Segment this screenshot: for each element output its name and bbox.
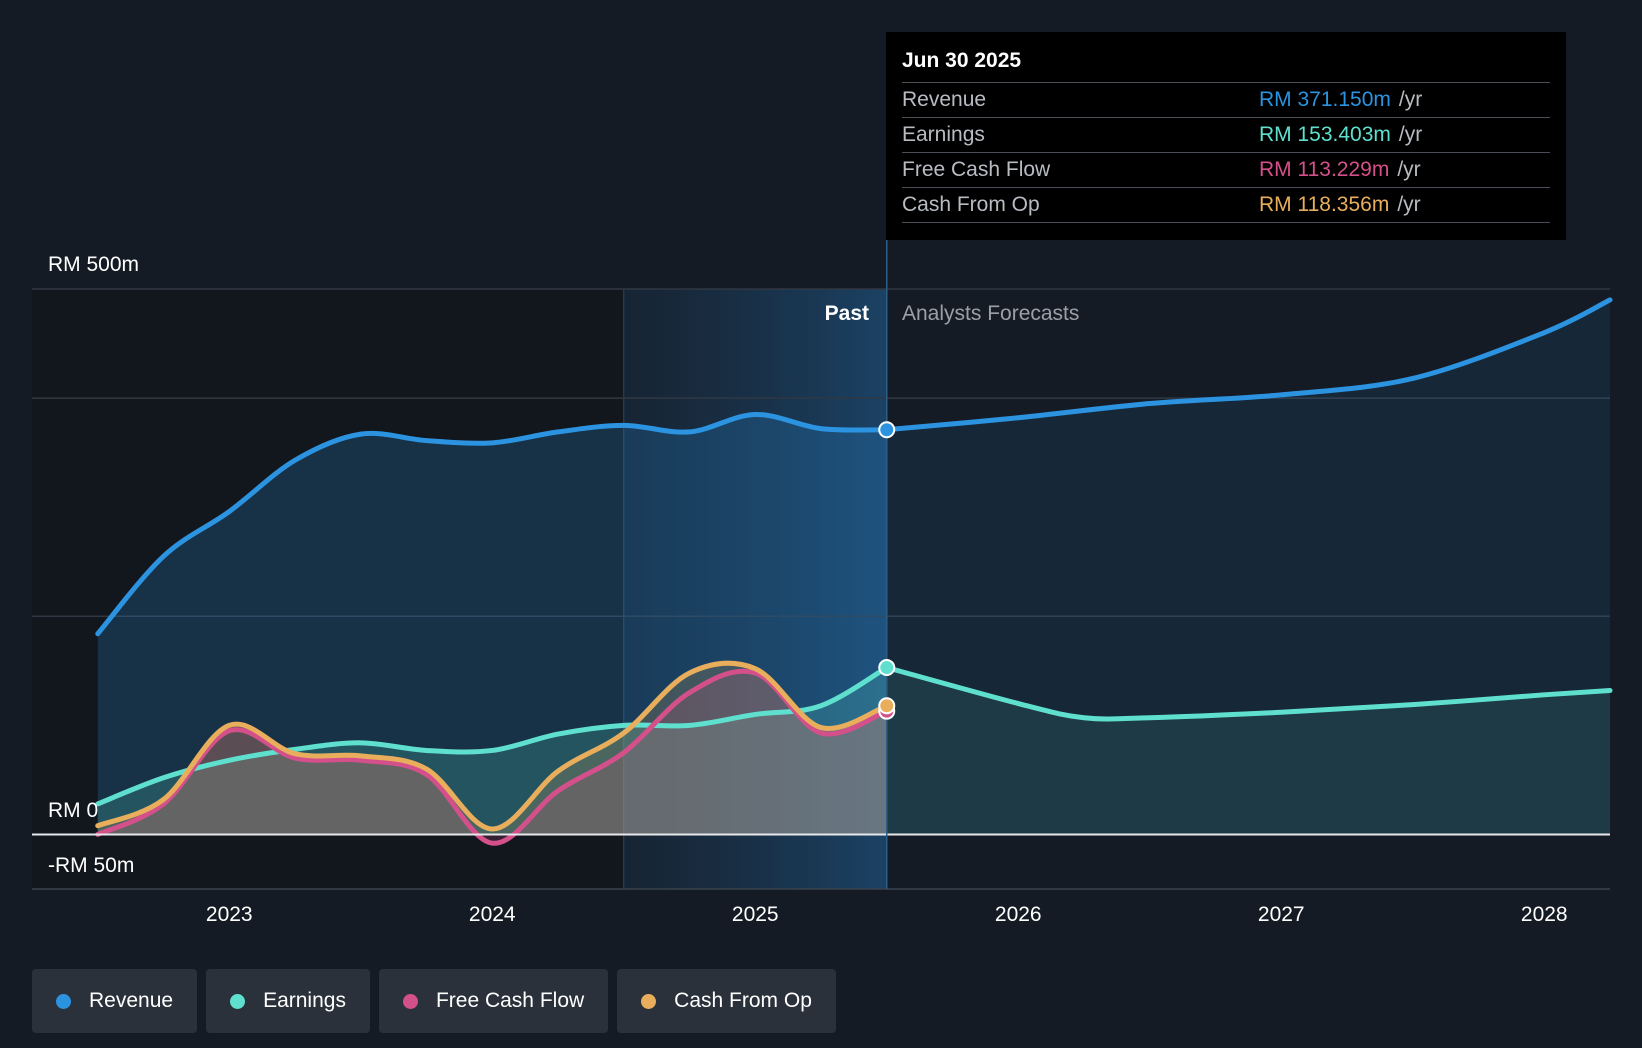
x-tick-label: 2023 [206,903,253,926]
cash-from-op-past-area [97,663,887,835]
tooltip-value: RM 153.403m [1259,123,1391,146]
earnings-past-line [95,665,890,807]
earnings-forecast-area [886,667,1610,835]
tooltip-value: RM 371.150m [1259,88,1391,111]
tooltip-label: Earnings [902,123,985,146]
tooltip-unit: /yr [1397,193,1421,216]
legend-item-cash-from-op[interactable]: Cash From Op [617,969,836,1033]
revenue-forecast-area [886,299,1610,835]
tooltip-date: Jun 30 2025 [902,49,1022,72]
legend-label: Revenue [89,989,174,1012]
revenue-marker[interactable] [878,421,896,439]
x-tick-label: 2024 [469,903,516,926]
legend-label: Cash From Op [674,989,812,1012]
earnings-dot-icon [230,993,246,1009]
tooltip-unit: /yr [1398,88,1423,111]
y-tick-label-zero: RM 0 [48,799,98,822]
highlight-band [623,289,887,889]
tooltip-label: Cash From Op [902,193,1040,216]
tooltip-label: Revenue [902,88,987,111]
forecast-label: Analysts Forecasts [902,302,1079,325]
tooltip-label: Free Cash Flow [902,158,1051,181]
cash-from-op-dot-icon [641,993,657,1009]
tooltip-unit: /yr [1398,123,1423,146]
x-tick-label: 2028 [1521,903,1568,926]
free-cash-flow-past-line [95,668,890,846]
tooltip-unit: /yr [1397,158,1421,181]
y-tick-label-bottom: -RM 50m [48,854,134,877]
legend-item-revenue[interactable]: Revenue [32,969,198,1033]
past-label: Past [825,302,869,325]
legend-item-free-cash-flow[interactable]: Free Cash Flow [378,969,609,1033]
tooltip: Jun 30 2025 Revenue RM 371.150m /yr Earn… [886,32,1566,240]
cash-from-op-marker[interactable] [878,697,896,715]
legend: Revenue Earnings Free Cash Flow Cash Fro… [32,969,836,1033]
earnings-marker[interactable] [878,659,896,677]
tooltip-value: RM 118.356m [1259,193,1390,216]
tooltip-value: RM 113.229m [1259,158,1390,181]
revenue-past-line [95,411,890,637]
tooltip-row-free-cash-flow: Free Cash Flow RM 113.229m /yr [902,152,1550,187]
x-tick-label: 2025 [732,903,779,926]
x-tick-label: 2026 [995,903,1042,926]
revenue-forecast-line [884,297,1613,433]
legend-label: Free Cash Flow [435,989,585,1012]
tooltip-row-revenue: Revenue RM 371.150m /yr [902,82,1550,117]
earnings-forecast-line [884,665,1613,722]
tooltip-row-earnings: Earnings RM 153.403m /yr [902,117,1550,152]
tooltip-row-cash-from-op: Cash From Op RM 118.356m /yr [902,187,1550,223]
y-tick-label-top: RM 500m [48,253,139,276]
cash-from-op-past-line [95,660,890,832]
legend-label: Earnings [263,989,346,1012]
revenue-past-area [97,414,887,835]
x-tick-label: 2027 [1258,903,1305,926]
legend-item-earnings[interactable]: Earnings [206,969,370,1033]
free-cash-flow-past-area [97,671,887,844]
revenue-dot-icon [56,993,71,1009]
free-cash-flow-dot-icon [402,993,418,1009]
